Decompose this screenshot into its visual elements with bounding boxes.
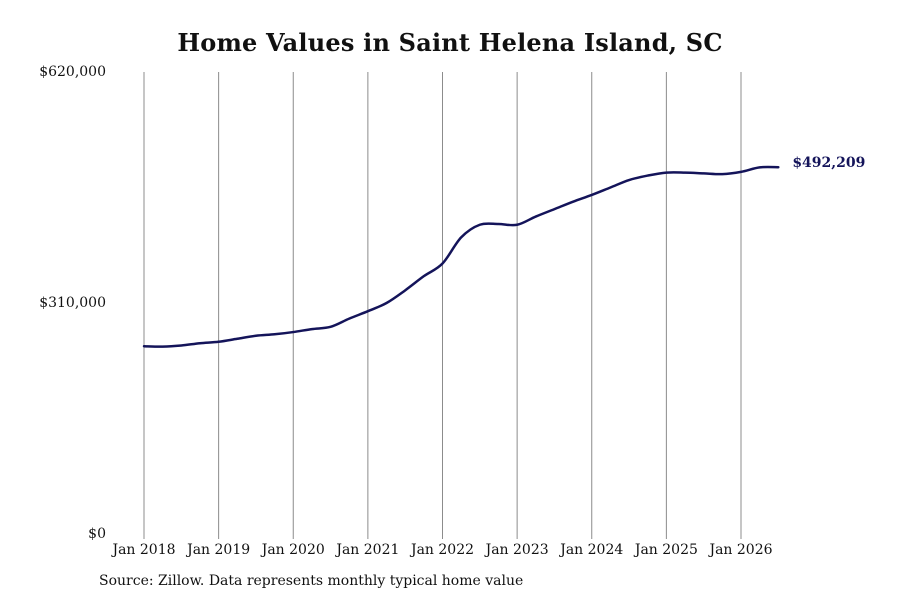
x-tick-label: Jan 2024 [558,542,623,558]
x-tick-label: Jan 2023 [484,542,549,558]
x-axis-ticks: Jan 2018 Jan 2019 Jan 2020 Jan 2021 Jan 2022… [110,542,772,558]
x-tick-label: Jan 2026 [707,542,772,558]
y-tick-label: $0 [88,526,106,542]
end-value-label: $492,209 [792,155,865,171]
x-tick-label: Jan 2018 [110,542,175,558]
y-tick-label: $310,000 [39,295,106,311]
gridlines [143,72,742,539]
source-note: Source: Zillow. Data represents monthly … [99,573,524,589]
x-tick-label: Jan 2025 [633,542,698,558]
x-tick-label: Jan 2019 [185,542,250,558]
x-tick-label: Jan 2021 [334,542,399,558]
series-layer: $492,209 [142,155,865,348]
series-line-0 [142,165,780,348]
x-tick-label: Jan 2020 [260,542,325,558]
y-axis-ticks: $0 $310,000 $620,000 [39,64,106,542]
chart-title: Home Values in Saint Helena Island, SC [177,28,723,57]
x-tick-label: Jan 2022 [409,542,474,558]
y-tick-label: $620,000 [39,64,106,80]
